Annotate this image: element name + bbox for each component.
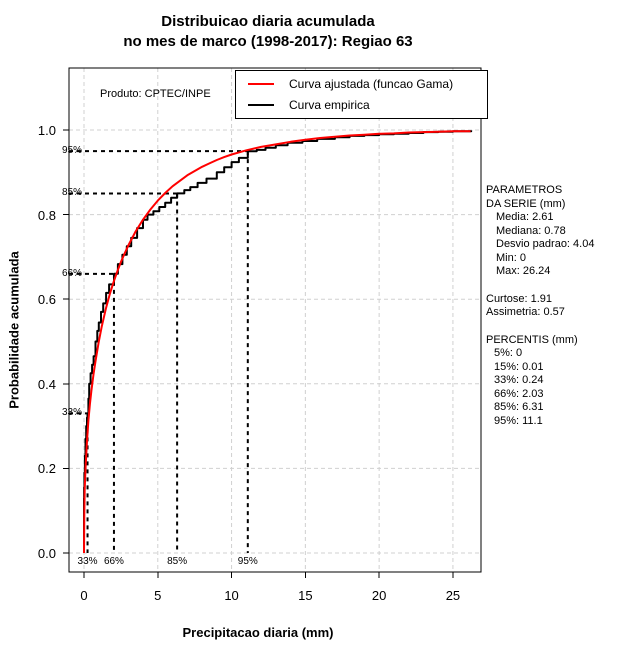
x-tick-label: 25 <box>445 588 461 603</box>
y-tick-label: 1.0 <box>37 123 56 138</box>
legend-row: Curva empirica <box>236 95 487 116</box>
legend-label: Curva ajustada (funcao Gama) <box>289 77 454 91</box>
y-tick-label: 0.2 <box>37 461 56 477</box>
percentile-bottom-label: 33% <box>77 556 98 567</box>
x-tick-label: 5 <box>154 588 162 603</box>
legend-row: Curva ajustada (funcao Gama) <box>236 74 487 95</box>
legend-line-sample <box>248 83 274 85</box>
stats-line: Assimetria: 0.57 <box>486 306 565 318</box>
x-tick-label: 15 <box>298 588 313 603</box>
stats-line: 66%: 2.03 <box>494 387 544 400</box>
stats-header: PARAMETROS <box>486 184 563 196</box>
product-label: Produto: CPTEC/INPE <box>100 88 211 100</box>
stats-line: Mediana: 0.78 <box>496 224 566 237</box>
y-tick-label: 0.8 <box>37 207 56 223</box>
percentile-left-label: 85% <box>61 187 82 199</box>
y-tick-label: 0.4 <box>37 376 56 392</box>
empirical-curve <box>83 130 473 553</box>
y-tick-label: 0.0 <box>37 546 56 561</box>
percentile-bottom-label: 85% <box>167 556 188 567</box>
fitted-curve <box>83 130 471 554</box>
stats-line: Curtose: 1.91 <box>486 292 553 305</box>
x-tick-label: 10 <box>224 588 239 603</box>
stats-line: 5%: 0 <box>494 347 523 359</box>
stats-line: 95%: 11.1 <box>494 414 543 427</box>
plot-box <box>68 67 482 573</box>
series-params-list: Media: 2.61 Mediana: 0.78 Desvio padrao: 4… <box>486 211 594 279</box>
x-tick-label: 0 <box>80 588 88 603</box>
stats-line: Media: 2.61 <box>496 211 554 223</box>
legend: Curva ajustada (funcao Gama) Curva empiri… <box>235 70 488 119</box>
percentile-left-label: 33% <box>61 407 82 419</box>
x-tick-label: 20 <box>371 588 387 603</box>
chart-title-line1: Distribuicao diaria acumulada <box>161 13 375 30</box>
y-tick-label: 0.6 <box>37 292 56 308</box>
y-axis-label: Probabilidade acumulada <box>6 251 22 409</box>
chart-title-line2: no mes de marco (1998-2017): Regiao 63 <box>123 33 413 50</box>
chart-title: Distribuicao diaria acumulada no mes de … <box>0 12 536 52</box>
percentis-header: PERCENTIS (mm) <box>486 333 578 346</box>
stats-line: 15%: 0.01 <box>494 360 544 373</box>
stats-panel: PARAMETROS DA SERIE (mm) Media: 2.61 Medi… <box>486 184 594 428</box>
stats-line: Desvio padrao: 4.04 <box>496 238 595 250</box>
percentile-left-label: 66% <box>61 267 82 279</box>
percentile-left-label: 95% <box>61 145 82 157</box>
stats-line: 85%: 6.31 <box>494 401 544 413</box>
legend-label: Curva empirica <box>289 98 370 112</box>
moments-list: Curtose: 1.91 Assimetria: 0.57 <box>486 293 594 320</box>
legend-line-sample <box>248 104 274 106</box>
stats-line: Min: 0 <box>496 251 526 264</box>
percentis-list: 5%: 0 15%: 0.01 33%: 0.24 66%: 2.03 85%: 6.3… <box>486 347 594 428</box>
x-axis-label: Precipitacao diaria (mm) <box>182 625 334 640</box>
stats-header2: DA SERIE (mm) <box>486 197 566 210</box>
stats-line: 33%: 0.24 <box>494 374 544 386</box>
percentile-bottom-label: 95% <box>237 556 258 567</box>
stats-line: Max: 26.24 <box>496 265 551 277</box>
percentile-bottom-label: 66% <box>103 556 124 567</box>
